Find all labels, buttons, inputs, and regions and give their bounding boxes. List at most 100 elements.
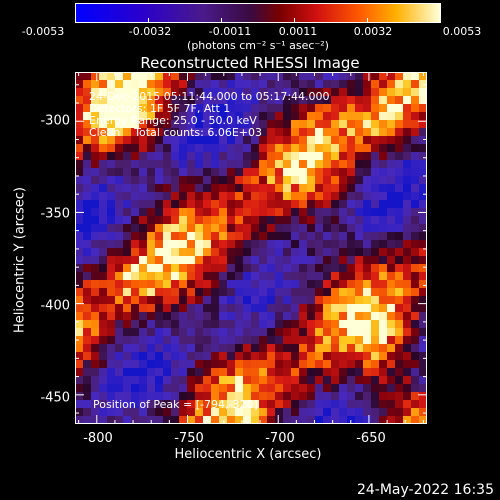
heatmap-cell (379, 416, 388, 424)
heatmap-cell (75, 232, 84, 241)
heatmap-cell (363, 72, 372, 81)
heatmap-cell (355, 176, 364, 185)
heatmap-cell (315, 128, 324, 137)
heatmap-cell (131, 312, 140, 321)
heatmap-cell (131, 184, 140, 193)
heatmap-cell (315, 144, 324, 153)
x-tick-label: -800 (83, 431, 113, 446)
heatmap-cell (91, 144, 100, 153)
heatmap-cell (195, 216, 204, 225)
heatmap-cell (195, 296, 204, 305)
heatmap-cell (155, 216, 164, 225)
heatmap-cell (411, 208, 420, 217)
heatmap-cell (123, 368, 132, 377)
heatmap-cell (171, 176, 180, 185)
heatmap-cell (275, 296, 284, 305)
heatmap-cell (163, 192, 172, 201)
heatmap-cell (331, 144, 340, 153)
heatmap-cell (251, 144, 260, 153)
heatmap-cell (307, 384, 316, 393)
heatmap-cell (315, 168, 324, 177)
heatmap-cell (147, 264, 156, 273)
heatmap-cell (403, 80, 412, 89)
heatmap-cell (347, 136, 356, 145)
y-tick-label: -400 (40, 298, 70, 314)
heatmap-cell (315, 216, 324, 225)
heatmap-cell (243, 288, 252, 297)
heatmap-cell (411, 128, 420, 137)
heatmap-cell (123, 176, 132, 185)
heatmap-cell (163, 376, 172, 385)
heatmap-cell (291, 128, 300, 137)
heatmap-cell (331, 88, 340, 97)
heatmap-cell (195, 416, 204, 424)
heatmap-cell (179, 400, 188, 409)
heatmap-cell (323, 272, 332, 281)
heatmap-cell (347, 312, 356, 321)
heatmap-cell (163, 232, 172, 241)
heatmap-cell (251, 112, 260, 121)
heatmap-cell (107, 184, 116, 193)
heatmap-cell (107, 112, 116, 121)
heatmap-cell (387, 208, 396, 217)
heatmap-cell (179, 288, 188, 297)
heatmap-cell (99, 160, 108, 169)
heatmap-cell (75, 152, 84, 161)
heatmap-cell (235, 280, 244, 289)
heatmap-cell (387, 120, 396, 129)
heatmap-cell (347, 288, 356, 297)
heatmap-cell (267, 88, 276, 97)
heatmap-cell (379, 128, 388, 137)
heatmap-cell (75, 176, 84, 185)
heatmap-cell (83, 320, 92, 329)
heatmap-cell (147, 256, 156, 265)
heatmap-cell (179, 168, 188, 177)
heatmap-cell (339, 88, 348, 97)
heatmap-cell (91, 208, 100, 217)
heatmap-cell (299, 296, 308, 305)
heatmap-cell (411, 336, 420, 345)
heatmap-cell (83, 272, 92, 281)
heatmap-cell (203, 264, 212, 273)
heatmap-cell (355, 152, 364, 161)
heatmap-cell (355, 184, 364, 193)
heatmap-cell (195, 200, 204, 209)
heatmap-cell (275, 416, 284, 424)
heatmap-cell (323, 88, 332, 97)
heatmap-cell (179, 376, 188, 385)
heatmap-cell (251, 240, 260, 249)
heatmap-cell (163, 416, 172, 424)
heatmap-cell (115, 296, 124, 305)
heatmap-cell (387, 272, 396, 281)
heatmap-cell (99, 416, 108, 424)
heatmap-cell (243, 296, 252, 305)
heatmap-cell (379, 376, 388, 385)
heatmap-cell (115, 128, 124, 137)
heatmap-cell (91, 328, 100, 337)
heatmap-cell (163, 280, 172, 289)
heatmap-cell (259, 296, 268, 305)
heatmap-cell (291, 216, 300, 225)
heatmap-cell (203, 296, 212, 305)
heatmap-cell (75, 136, 84, 145)
heatmap-cell (227, 408, 236, 417)
heatmap-cell (371, 200, 380, 209)
heatmap-cell (251, 272, 260, 281)
heatmap-cell (307, 120, 316, 129)
heatmap-cell (291, 80, 300, 89)
heatmap-cell (403, 400, 412, 409)
heatmap-cell (387, 328, 396, 337)
heatmap-cell (267, 80, 276, 89)
heatmap-cell (75, 72, 84, 81)
heatmap-cell (235, 232, 244, 241)
heatmap-cell (219, 184, 228, 193)
heatmap-cell (331, 232, 340, 241)
heatmap-cell (187, 408, 196, 417)
heatmap-cell (299, 80, 308, 89)
heatmap-cell (379, 272, 388, 281)
heatmap-cell (203, 232, 212, 241)
heatmap-cell (411, 176, 420, 185)
heatmap-cell (147, 336, 156, 345)
heatmap-cell (155, 408, 164, 417)
heatmap-cell (307, 104, 316, 113)
